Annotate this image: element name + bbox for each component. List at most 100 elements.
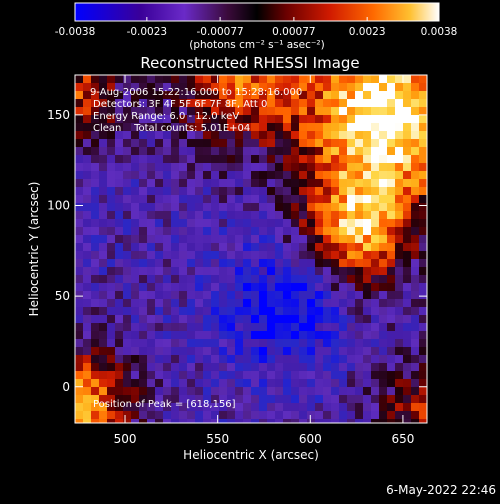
heatmap-cell (99, 171, 108, 180)
heatmap-cell (371, 251, 380, 260)
heatmap-cell (203, 99, 212, 108)
heatmap-cell (411, 379, 420, 388)
heatmap-cell (187, 147, 196, 156)
heatmap-cell (411, 91, 420, 100)
heatmap-cell (139, 163, 148, 172)
heatmap-cell (299, 171, 308, 180)
heatmap-cell (419, 339, 427, 348)
heatmap-cell (139, 291, 148, 300)
heatmap-cell (411, 99, 420, 108)
heatmap-cell (131, 171, 140, 180)
heatmap-cell (195, 291, 204, 300)
colorbar-units-label: (photons cm⁻² s⁻¹ asec⁻²) (189, 39, 324, 51)
heatmap-cell (147, 99, 156, 108)
heatmap-cell (187, 299, 196, 308)
heatmap-cell (211, 227, 220, 236)
heatmap-cell (363, 211, 372, 220)
heatmap-cell (395, 123, 404, 132)
heatmap-cell (163, 371, 172, 380)
heatmap-cell (251, 83, 260, 92)
heatmap-cell (131, 347, 140, 356)
heatmap-cell (235, 339, 244, 348)
heatmap-cell (323, 307, 332, 316)
heatmap-cell (123, 395, 132, 404)
heatmap-cell (411, 299, 420, 308)
heatmap-cell (299, 267, 308, 276)
heatmap-cell (243, 219, 252, 228)
heatmap-cell (107, 139, 116, 148)
heatmap-cell (379, 307, 388, 316)
heatmap-cell (91, 267, 100, 276)
heatmap-cell (403, 387, 412, 396)
heatmap-cell (275, 387, 284, 396)
heatmap-cell (291, 283, 300, 292)
heatmap-cell (107, 283, 116, 292)
heatmap-cell (147, 163, 156, 172)
heatmap-cell (283, 323, 292, 332)
heatmap-cell (99, 403, 108, 412)
heatmap-cell (195, 171, 204, 180)
heatmap-cell (259, 299, 268, 308)
heatmap-cell (347, 99, 356, 108)
heatmap-cell (139, 91, 148, 100)
heatmap-cell (195, 115, 204, 124)
heatmap-cell (139, 83, 148, 92)
heatmap-cell (363, 323, 372, 332)
heatmap-cell (363, 403, 372, 412)
heatmap-cell (331, 163, 340, 172)
heatmap-cell (171, 163, 180, 172)
heatmap-cell (315, 291, 324, 300)
heatmap-cell (315, 195, 324, 204)
heatmap-cell (251, 155, 260, 164)
heatmap-cell (155, 371, 164, 380)
heatmap-cell (163, 219, 172, 228)
heatmap-cell (163, 355, 172, 364)
heatmap-cell (131, 371, 140, 380)
heatmap-cell (267, 155, 276, 164)
heatmap-cell (219, 411, 228, 420)
heatmap-cell (235, 355, 244, 364)
heatmap-cell (283, 259, 292, 268)
heatmap-cell (387, 387, 396, 396)
heatmap-cell (283, 339, 292, 348)
heatmap-cell (403, 379, 412, 388)
heatmap-cell (259, 219, 268, 228)
heatmap-cell (155, 299, 164, 308)
heatmap-cell (99, 163, 108, 172)
heatmap-cell (163, 331, 172, 340)
heatmap-cell (107, 171, 116, 180)
heatmap-cell (179, 91, 188, 100)
heatmap-cell (107, 363, 116, 372)
heatmap-cell (419, 411, 427, 420)
heatmap-cell (275, 395, 284, 404)
heatmap-cell (243, 91, 252, 100)
heatmap-cell (203, 275, 212, 284)
heatmap-cell (155, 195, 164, 204)
heatmap-cell (307, 291, 316, 300)
heatmap-cell (363, 371, 372, 380)
heatmap-cell (211, 147, 220, 156)
heatmap-cell (347, 251, 356, 260)
heatmap-cell (179, 235, 188, 244)
heatmap-cell (259, 395, 268, 404)
heatmap-cell (363, 75, 372, 84)
heatmap-cell (419, 395, 427, 404)
heatmap-cell (403, 195, 412, 204)
heatmap-cell (315, 315, 324, 324)
heatmap-cell (275, 139, 284, 148)
heatmap-cell (267, 395, 276, 404)
heatmap-cell (403, 227, 412, 236)
heatmap-cell (243, 291, 252, 300)
heatmap-cell (115, 75, 124, 84)
heatmap-cell (179, 179, 188, 188)
heatmap-cell (371, 323, 380, 332)
heatmap-cell (243, 411, 252, 420)
heatmap-cell (355, 331, 364, 340)
heatmap-cell (251, 363, 260, 372)
heatmap-cell (123, 99, 132, 108)
heatmap-cell (259, 107, 268, 116)
heatmap-cell (291, 371, 300, 380)
heatmap-cell (155, 403, 164, 412)
heatmap-cell (355, 107, 364, 116)
heatmap-cell (227, 83, 236, 92)
